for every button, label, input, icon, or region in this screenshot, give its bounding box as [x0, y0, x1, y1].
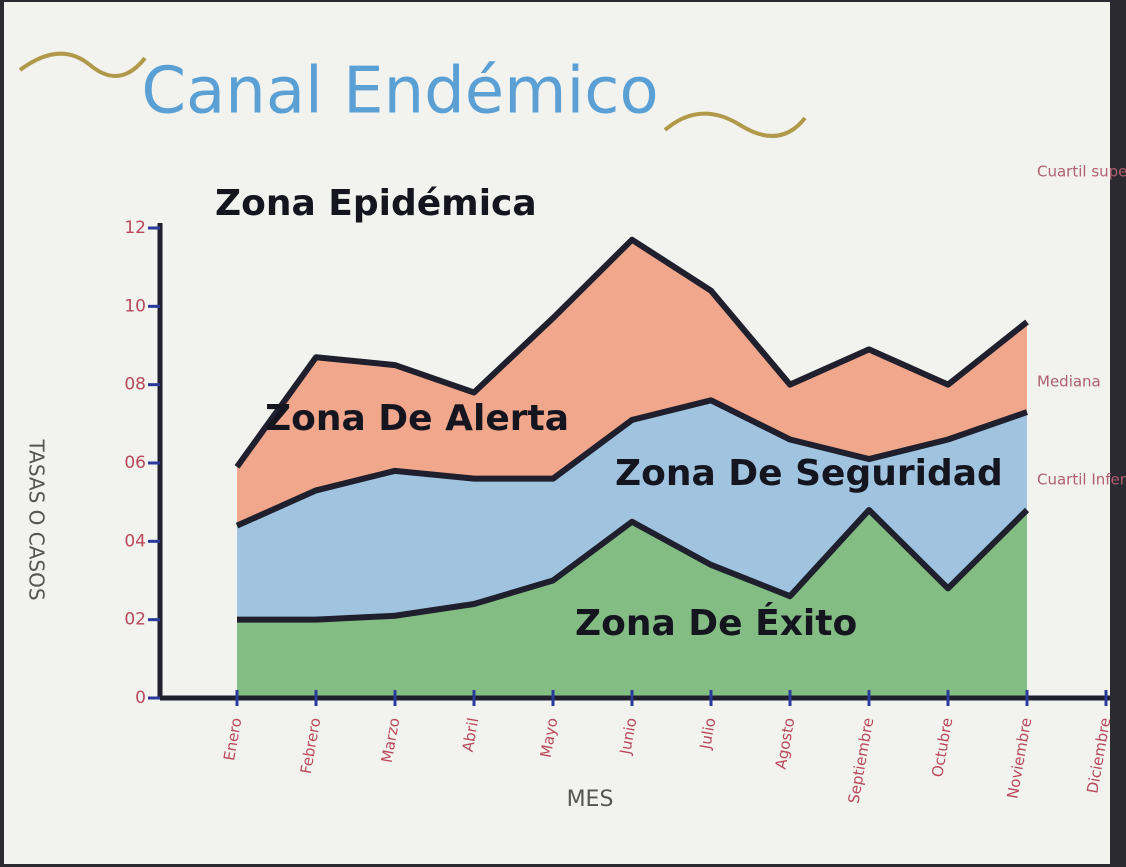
series-label: Cuartil Inferior [1037, 471, 1126, 489]
zone-fill [237, 400, 1027, 620]
ornament [18, 51, 147, 78]
y-tick-label: 12 [124, 218, 146, 238]
series-line [234, 236, 1029, 469]
series-label: Cuartil superior [1037, 163, 1126, 181]
zone-label: Zona De Seguridad [615, 453, 1003, 494]
zone-fill [237, 239, 1027, 526]
series-line [235, 397, 1028, 529]
y-axis-label: TASAS O CASOS [25, 438, 49, 600]
zone-label: Zona De Alerta [265, 398, 569, 439]
y-tick-label: 10 [124, 296, 146, 316]
x-axis-label: MES [567, 787, 614, 812]
y-tick-label: 0 [135, 688, 146, 708]
ornament [663, 111, 807, 138]
y-tick-label: 04 [124, 531, 146, 551]
x-tick-label: Abril [459, 716, 483, 753]
series-line [237, 507, 1030, 623]
zone-label: Zona De Éxito [575, 602, 857, 644]
y-tick-label: 08 [124, 375, 146, 395]
series-label: Mediana [1037, 373, 1101, 391]
y-tick-label: 02 [124, 610, 146, 630]
chart-title: Canal Endémico [141, 55, 658, 129]
zone-label: Zona Epidémica [215, 183, 537, 224]
y-tick-label: 06 [124, 453, 146, 473]
x-tick-label: Julio [696, 716, 719, 751]
